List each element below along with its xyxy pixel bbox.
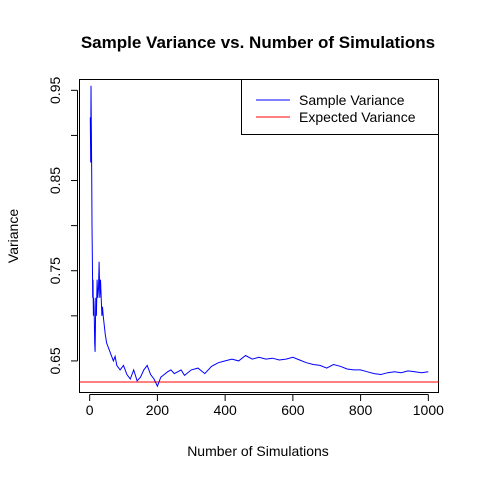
y-axis: 0.65 0.75 0.85 0.95 bbox=[47, 76, 78, 374]
x-tick-label: 1000 bbox=[413, 402, 444, 418]
x-tick-label: 400 bbox=[213, 402, 237, 418]
legend: Sample Variance Expected Variance bbox=[242, 80, 439, 135]
legend-label-sample-variance: Sample Variance bbox=[299, 92, 405, 108]
x-tick-label: 600 bbox=[281, 402, 305, 418]
x-tick-label: 200 bbox=[146, 402, 170, 418]
x-tick-label: 0 bbox=[86, 402, 94, 418]
y-axis-label: Variance bbox=[5, 209, 21, 263]
chart-title: Sample Variance vs. Number of Simulation… bbox=[81, 33, 435, 52]
x-axis-label: Number of Simulations bbox=[187, 443, 329, 459]
x-axis: 0 200 400 600 800 1000 bbox=[86, 395, 444, 419]
y-tick-label: 0.75 bbox=[47, 257, 63, 284]
y-tick-label: 0.85 bbox=[47, 167, 63, 194]
x-tick-label: 800 bbox=[349, 402, 373, 418]
y-tick-label: 0.65 bbox=[47, 347, 63, 374]
legend-label-expected-variance: Expected Variance bbox=[299, 109, 416, 125]
y-tick-label: 0.95 bbox=[47, 76, 63, 103]
